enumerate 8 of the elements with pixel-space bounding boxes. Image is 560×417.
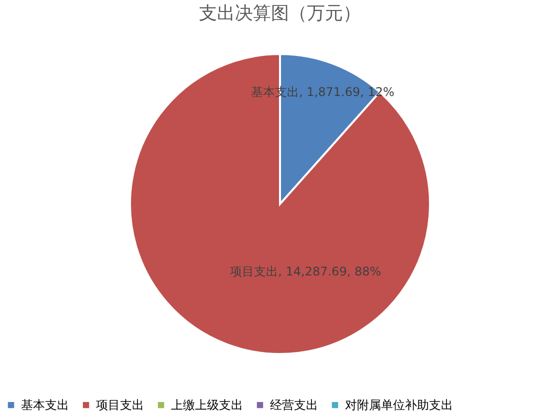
pie-slice xyxy=(129,53,431,355)
chart-title: 支出决算图（万元） xyxy=(199,3,361,24)
legend-label: 上缴上级支出 xyxy=(171,398,243,412)
legend-label: 基本支出 xyxy=(21,398,69,412)
legend-label: 经营支出 xyxy=(270,398,318,412)
data-label: 项目支出, 14,287.69, 88% xyxy=(230,264,382,278)
legend-label: 对附属单位补助支出 xyxy=(345,398,453,412)
legend-label: 项目支出 xyxy=(96,398,144,412)
